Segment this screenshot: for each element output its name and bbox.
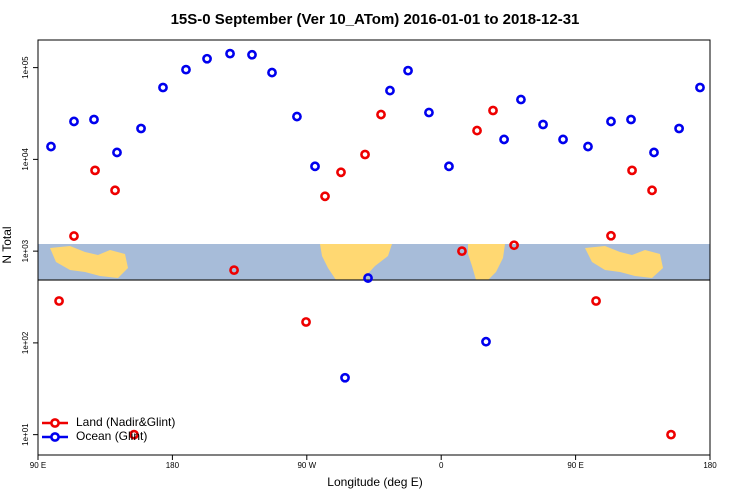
point <box>292 111 302 122</box>
legend-label: Ocean (Glint) <box>76 429 147 443</box>
point <box>499 134 509 145</box>
point <box>89 114 99 125</box>
point <box>301 317 311 327</box>
point <box>647 185 657 196</box>
australia <box>50 246 128 278</box>
point <box>674 123 684 134</box>
point <box>363 273 373 283</box>
point <box>376 109 386 120</box>
point <box>509 240 519 251</box>
y-tick-label: 1e+05 <box>21 56 30 79</box>
point <box>225 48 235 59</box>
point <box>46 141 56 152</box>
south-america <box>320 244 392 280</box>
point <box>136 123 146 134</box>
point <box>457 246 467 257</box>
point <box>110 185 120 196</box>
y-tick-label: 1e+01 <box>21 423 30 446</box>
point <box>627 165 637 176</box>
point <box>516 94 526 105</box>
x-tick-label: 90 W <box>297 461 316 470</box>
point <box>181 64 191 75</box>
point <box>538 119 548 130</box>
point <box>267 67 277 78</box>
plot-frame <box>37 39 711 456</box>
point <box>54 296 64 306</box>
y-tick-label: 1e+04 <box>21 148 30 171</box>
point <box>129 429 139 440</box>
point <box>336 167 346 178</box>
x-tick-label: 180 <box>703 461 717 470</box>
x-tick-label: 90 E <box>567 461 583 470</box>
point <box>591 296 601 306</box>
x-tick-label: 90 E <box>30 461 46 470</box>
africa <box>468 244 505 280</box>
point <box>202 53 212 64</box>
y-tick-label: 1e+02 <box>21 331 30 354</box>
point <box>360 149 370 160</box>
point <box>606 230 616 241</box>
point <box>247 49 257 60</box>
point <box>583 141 593 152</box>
point <box>695 82 705 93</box>
point <box>320 191 330 202</box>
australia <box>585 246 663 278</box>
point <box>649 147 659 158</box>
point <box>606 116 616 127</box>
point <box>472 125 482 136</box>
point <box>385 85 395 96</box>
x-tick-label: 180 <box>166 461 180 470</box>
point <box>666 429 676 440</box>
point <box>90 165 100 176</box>
map-strip <box>38 244 710 281</box>
x-tick-label: 0 <box>439 461 444 470</box>
point <box>340 372 350 383</box>
chart-title: 15S-0 September (Ver 10_ATom) 2016-01-01… <box>171 11 580 28</box>
point <box>424 107 434 118</box>
point <box>310 161 320 172</box>
point <box>69 231 79 241</box>
point <box>626 114 636 125</box>
point <box>481 336 491 347</box>
y-axis-label: N Total <box>0 226 14 263</box>
y-tick-label: 1e+03 <box>21 239 30 262</box>
point <box>444 161 454 172</box>
point <box>403 65 413 76</box>
point <box>158 82 168 93</box>
legend-label: Land (Nadir&Glint) <box>76 415 175 429</box>
point <box>558 134 568 145</box>
point <box>112 147 122 158</box>
x-axis-label: Longitude (deg E) <box>327 475 422 489</box>
legend-marker <box>50 418 60 428</box>
point <box>69 116 79 127</box>
legend-marker <box>50 432 60 442</box>
point <box>488 105 498 116</box>
point <box>229 265 239 276</box>
